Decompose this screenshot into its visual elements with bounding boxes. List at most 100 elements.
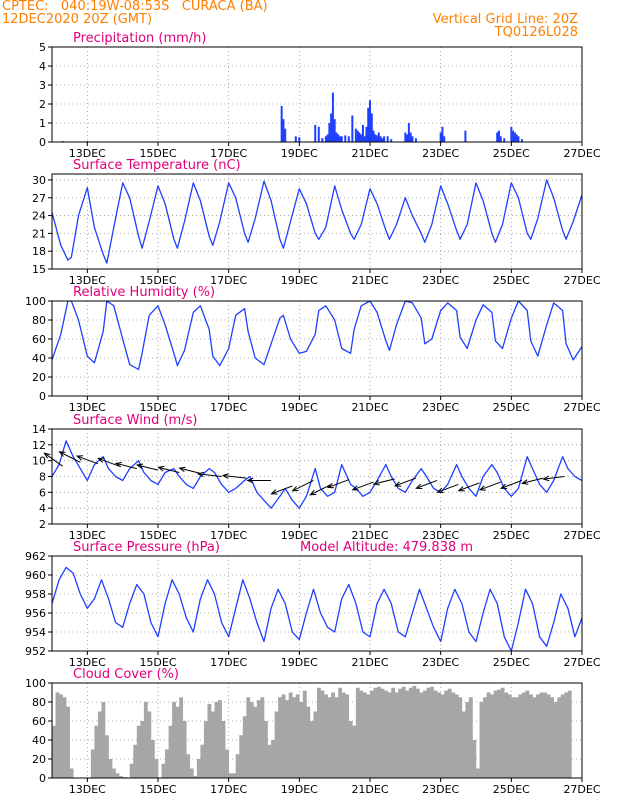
precip-bar <box>365 126 368 142</box>
cloud-bar <box>52 725 56 778</box>
precip-bar <box>356 130 359 142</box>
precip-ytick-label: 5 <box>39 41 46 54</box>
pres-xtick-label: 17DEC <box>210 656 247 669</box>
cloud-bar <box>490 694 494 778</box>
wind-arrow-head <box>478 485 486 491</box>
cloud-bar <box>543 692 547 778</box>
pres-ytick-label: 956 <box>25 607 46 620</box>
cloud-bar <box>447 688 452 778</box>
pres-xtick-label: 13DEC <box>69 656 106 669</box>
cloud-bar <box>129 763 134 778</box>
precip-bar <box>374 134 377 142</box>
cloud-bar <box>94 725 99 778</box>
precip-bar <box>497 130 500 142</box>
precip-bar <box>351 115 354 142</box>
precip-bar <box>280 105 283 142</box>
cloud-bar <box>384 690 388 778</box>
grid-line-note: Vertical Grid Line: 20Z <box>432 12 578 27</box>
cloud-bar <box>295 694 300 778</box>
cloud-bar <box>246 697 251 778</box>
pres-ytick-label: 960 <box>25 569 46 582</box>
rh-xtick-label: 25DEC <box>493 401 530 414</box>
precip-xtick-label: 21DEC <box>351 147 388 160</box>
wind-arrow <box>115 462 137 470</box>
cloud-bar <box>260 697 265 778</box>
cloud-bar <box>483 697 487 778</box>
cloud-bar <box>285 700 290 778</box>
precip-bar <box>411 136 414 142</box>
wind-arrow <box>222 474 247 479</box>
precip-bar <box>314 124 317 142</box>
cloud-bar <box>546 694 551 778</box>
cloud-bar <box>168 725 173 778</box>
cloud-bar <box>62 697 67 778</box>
precip-ytick-label: 2 <box>39 98 46 111</box>
precip-bar <box>441 126 444 142</box>
temp-xtick-label: 15DEC <box>139 274 176 287</box>
temp-frame <box>51 173 583 270</box>
cloud-bar <box>373 687 378 778</box>
wind-arrow-head <box>196 471 205 478</box>
pres-xtick-label: 27DEC <box>563 656 600 669</box>
wind-arrow <box>158 466 180 474</box>
temp-ytick-label: 21 <box>32 227 46 240</box>
wind-ytick-label: 10 <box>32 455 46 468</box>
temp-ytick-label: 18 <box>32 245 46 258</box>
wind-arrow-head <box>457 486 465 492</box>
wind-xtick-label: 13DEC <box>69 529 106 542</box>
cloud-xtick-label: 13DEC <box>69 783 106 796</box>
wind-arrow <box>271 485 293 495</box>
precip-xtick-label: 13DEC <box>69 147 106 160</box>
cloud-bar <box>108 759 113 778</box>
precip-bar <box>347 136 350 142</box>
cloud-bar <box>465 702 470 778</box>
wind-xtick-label: 17DEC <box>210 529 247 542</box>
cloud-bar <box>271 740 275 778</box>
rh-xtick-label: 27DEC <box>563 401 600 414</box>
precip-bar <box>370 113 373 142</box>
cloud-bar <box>218 700 222 778</box>
wind-arrow-head <box>415 483 423 490</box>
wind-arrow-head <box>135 463 144 469</box>
cloud-ytick-label: 100 <box>25 677 46 690</box>
cloud-bar <box>211 711 215 778</box>
wind-arrow-head <box>246 477 254 484</box>
pres-ytick-label: 954 <box>25 626 46 639</box>
wind-arrow <box>137 464 159 471</box>
precip-bar <box>367 107 370 142</box>
wind-arrow-head <box>499 483 508 490</box>
cloud-bar <box>175 706 180 778</box>
precip-bar <box>409 132 412 142</box>
cloud-bar <box>468 697 473 778</box>
cloud-bar <box>249 702 254 778</box>
rh-ytick-label: 40 <box>32 352 46 365</box>
precip-bar <box>330 113 333 142</box>
cloud-bar <box>391 687 396 778</box>
rh-ytick-label: 100 <box>25 295 46 308</box>
cloud-ytick-label: 20 <box>32 753 46 766</box>
cloud-bar <box>437 692 441 778</box>
precip-bar <box>358 132 361 142</box>
cloud-xtick-label: 19DEC <box>281 783 318 796</box>
precip-bar <box>321 138 324 142</box>
cloud-bar <box>228 773 233 778</box>
precip-bar <box>369 100 371 142</box>
cloud-bar <box>154 759 159 778</box>
wind-arrow-head <box>97 457 105 463</box>
cloud-bar <box>59 694 63 778</box>
precip-bar <box>294 136 297 142</box>
precip-bar <box>443 136 446 142</box>
cloud-bar <box>486 692 491 778</box>
cloud-bar <box>341 692 346 778</box>
pres-ytick-label: 952 <box>25 645 46 658</box>
cloud-xtick-label: 27DEC <box>563 783 600 796</box>
wind-arrow-head <box>436 487 444 493</box>
cloud-bar <box>161 763 166 778</box>
cloud-bar <box>239 735 244 778</box>
wind-arrow-head <box>114 461 123 468</box>
cloud-bar <box>101 702 106 778</box>
rh-xtick-label: 21DEC <box>351 401 388 414</box>
cloud-bar <box>313 711 318 778</box>
cloud-bar <box>320 690 325 778</box>
precip-bar <box>340 136 343 142</box>
